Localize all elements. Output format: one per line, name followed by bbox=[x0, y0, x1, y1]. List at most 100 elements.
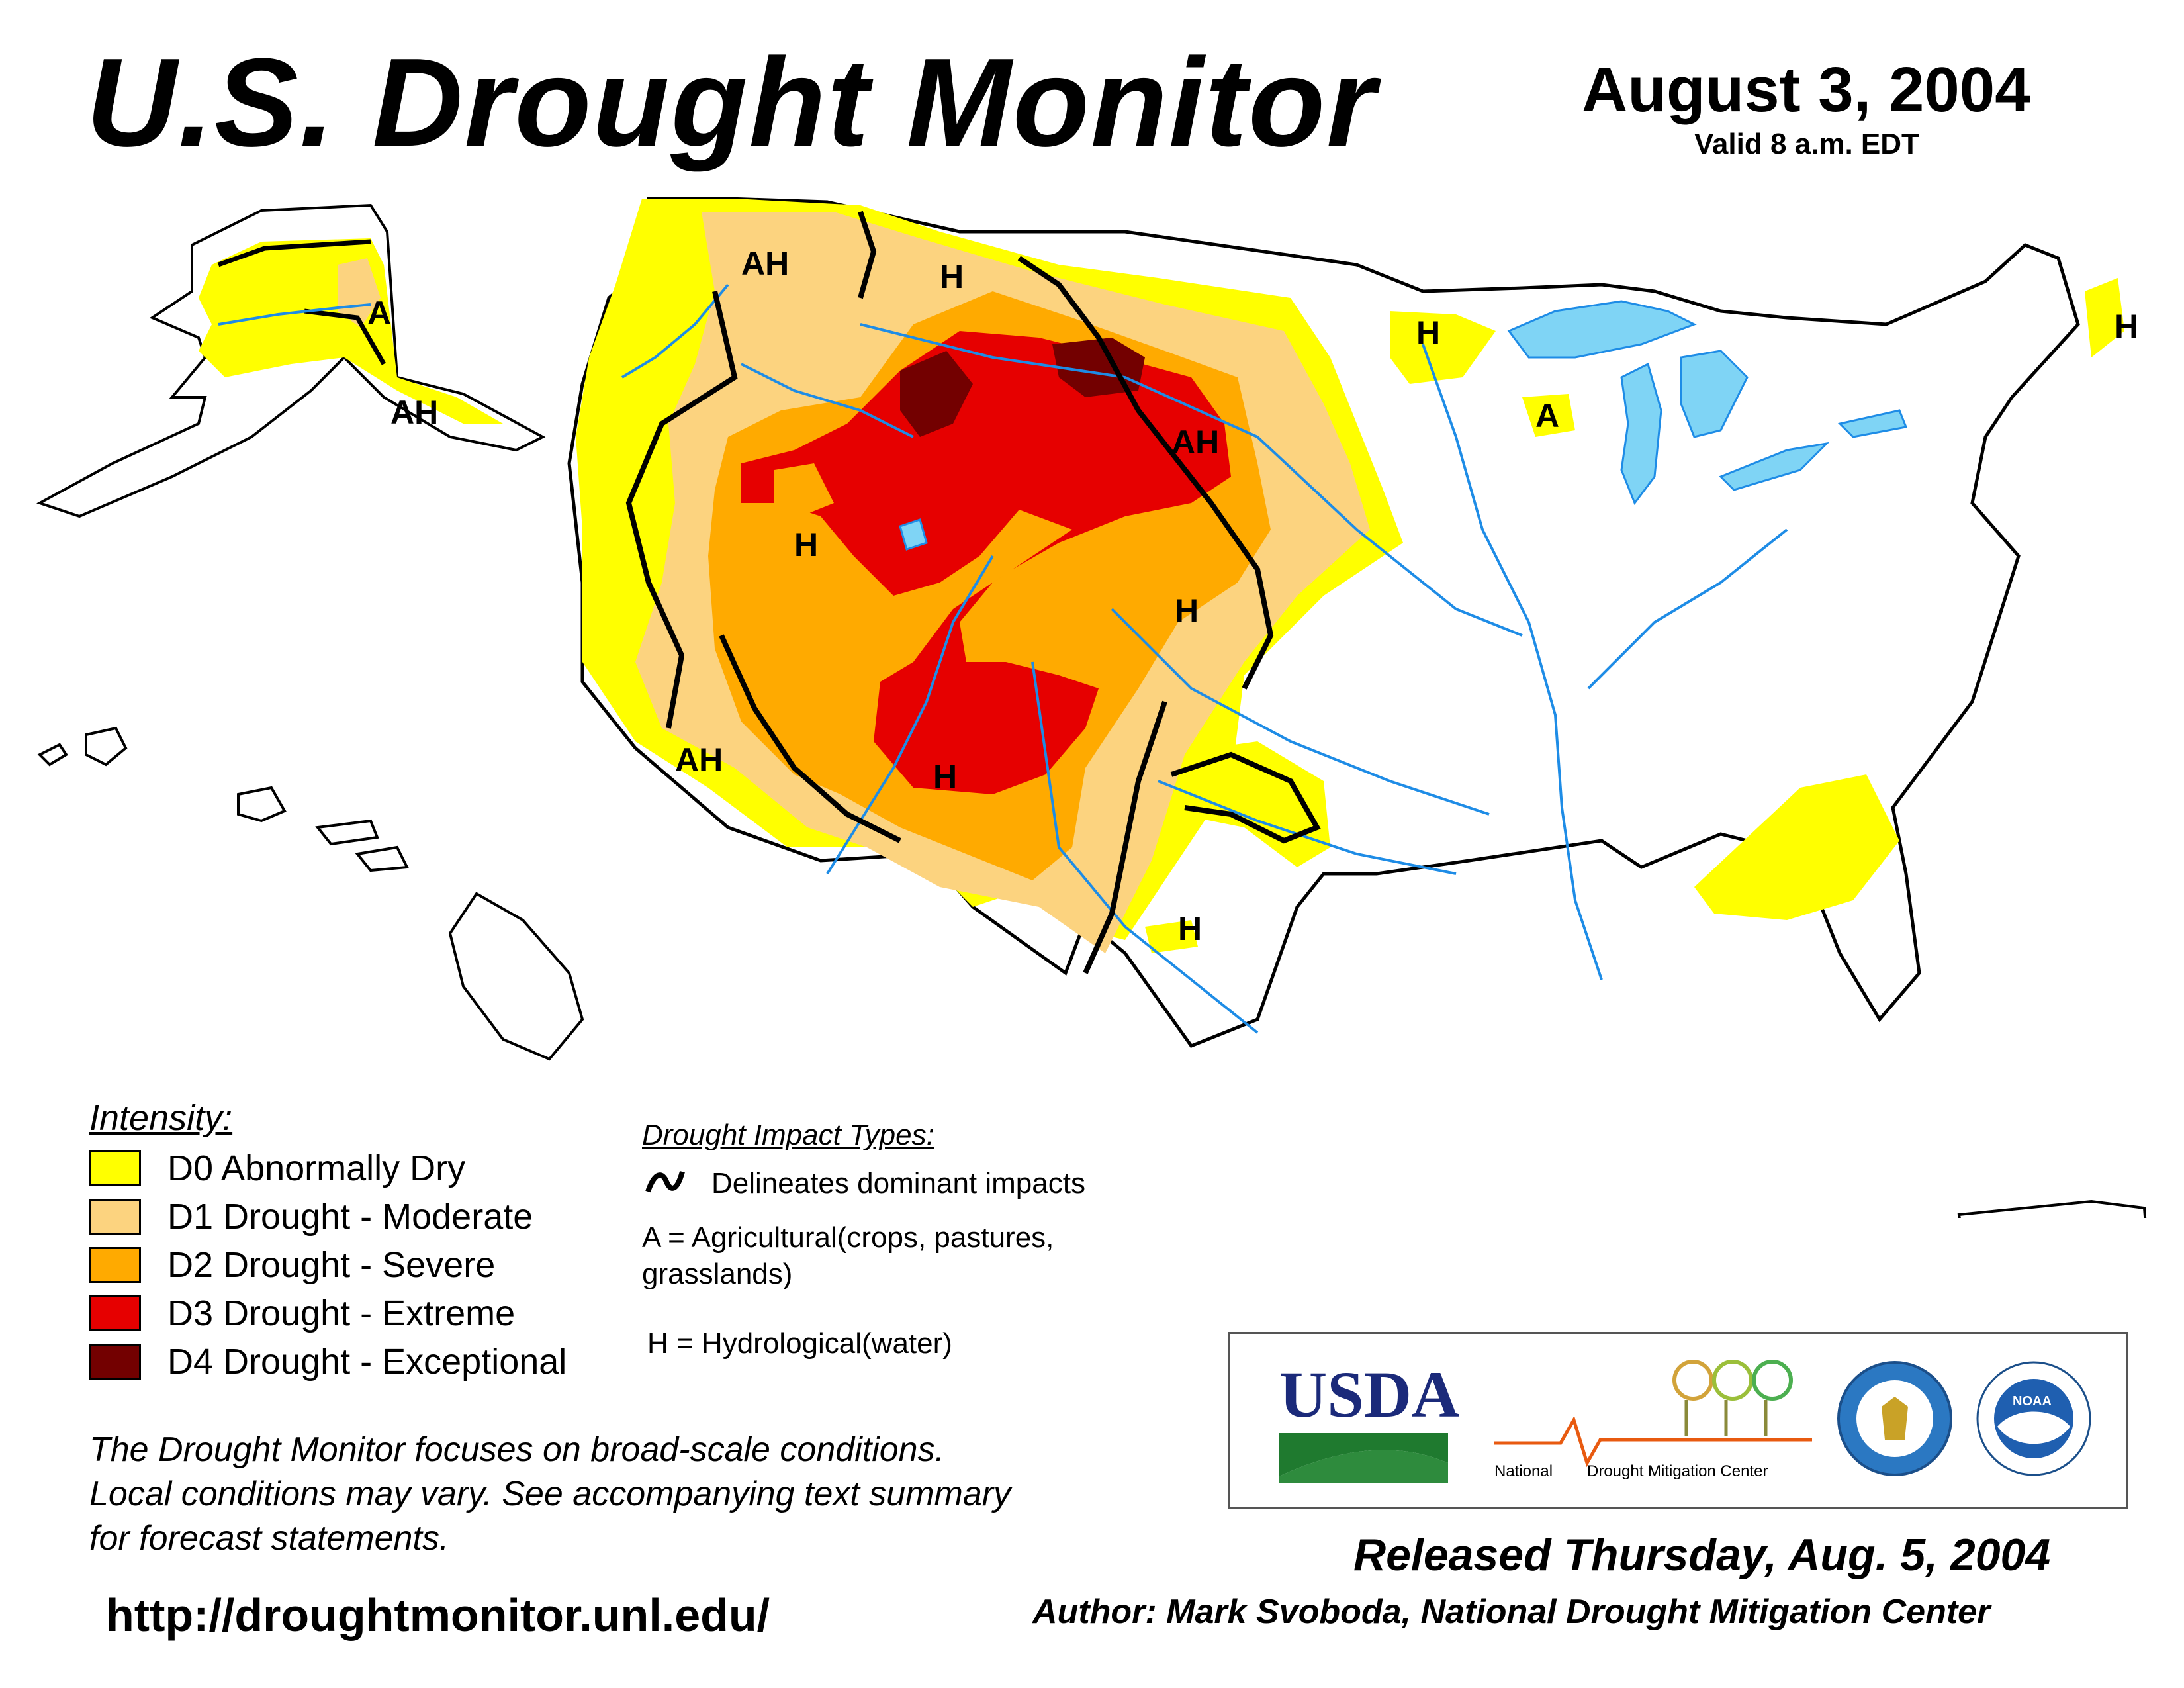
conus-d3 bbox=[741, 331, 1231, 794]
alaska bbox=[36, 203, 546, 518]
ndmc-national-text: National bbox=[1494, 1462, 1553, 1480]
author-credit: Author: Mark Svoboda, National Drought M… bbox=[1032, 1593, 1991, 1631]
impact-label-mn: H bbox=[1416, 314, 1440, 352]
impact-label-ne: H bbox=[1175, 592, 1199, 630]
conus-d0-tx bbox=[1145, 920, 1198, 953]
legend-swatch-d1 bbox=[89, 1199, 141, 1235]
legend-swatch-d3 bbox=[89, 1295, 141, 1331]
legend-title: Intensity: bbox=[89, 1098, 233, 1138]
alaska-d0 bbox=[199, 238, 503, 424]
conus-d0-wi bbox=[1522, 394, 1575, 437]
page-title: U.S. Drought Monitor bbox=[86, 32, 1377, 173]
river-red bbox=[1158, 780, 1457, 875]
river-rio-grande bbox=[1031, 661, 1259, 1034]
alaska-impact-line bbox=[217, 239, 371, 267]
impact-line-ca bbox=[719, 634, 901, 843]
impact-label-wa: AH bbox=[741, 245, 789, 282]
lake-superior bbox=[1507, 300, 1697, 359]
conus-d3-ca-gap bbox=[774, 463, 834, 516]
impact-label-ca: AH bbox=[675, 741, 723, 778]
agency-logos: USDA National Drought Mitigation Center … bbox=[1279, 1358, 2091, 1483]
impact-label-nv: H bbox=[794, 526, 818, 563]
impact-label-ak-a: A bbox=[367, 295, 391, 332]
impact-agricultural-line1: A = Agricultural(crops, pastures, bbox=[642, 1221, 1054, 1254]
lake-ontario bbox=[1838, 409, 1908, 438]
legend-swatch-d4 bbox=[89, 1344, 141, 1380]
conus: AH H H AH H AH H H H A H A AH bbox=[367, 197, 2138, 1049]
conus-d0-mn bbox=[1390, 311, 1496, 384]
hawaii-island-2 bbox=[85, 726, 128, 767]
ndmc-center-text: Drought Mitigation Center bbox=[1587, 1462, 1768, 1480]
note-line-3: for forecast statements. bbox=[89, 1519, 449, 1558]
legend-label-d2: D2 Drought - Severe bbox=[167, 1245, 496, 1285]
impact-label-nm: H bbox=[933, 758, 957, 795]
legend-item-d3: D3 Drought - Extreme bbox=[89, 1293, 515, 1333]
conus-d0-ok bbox=[1165, 741, 1330, 867]
river-arkansas bbox=[1111, 608, 1490, 816]
alaska-impact-line-2 bbox=[304, 308, 387, 365]
river-colorado bbox=[826, 555, 994, 875]
noaa-logo: NOAA bbox=[1976, 1361, 2091, 1476]
rivers bbox=[621, 283, 1788, 1034]
lake-huron bbox=[1680, 350, 1749, 438]
river-ohio bbox=[1587, 528, 1788, 690]
lake-erie bbox=[1719, 442, 1830, 491]
impact-hydrological-text: H = Hydrological(water) bbox=[647, 1327, 952, 1360]
legend-label-d4: D4 Drought - Exceptional bbox=[167, 1342, 567, 1382]
conus-d0-me bbox=[2085, 278, 2124, 357]
commerce-seal bbox=[1837, 1361, 1952, 1476]
legend-swatch-d2 bbox=[89, 1247, 141, 1283]
drought-map: AH H H AH H AH H H H A H A AH bbox=[36, 197, 2147, 1218]
impact-line-mt bbox=[1017, 256, 1274, 690]
impact-types-title: Drought Impact Types: bbox=[642, 1119, 934, 1151]
impact-lines bbox=[625, 211, 1321, 974]
note-line-2: Local conditions may vary. See accompany… bbox=[89, 1475, 1011, 1513]
hawaii-island-5 bbox=[355, 845, 410, 872]
hawaii bbox=[37, 726, 584, 1061]
river-mississippi bbox=[1422, 344, 1603, 980]
legend-swatch-d0 bbox=[89, 1150, 141, 1186]
puerto-rico bbox=[1957, 1199, 2147, 1218]
website-link[interactable]: http://droughtmonitor.unl.edu/ bbox=[106, 1589, 770, 1641]
impact-line-west bbox=[625, 291, 738, 729]
impact-line-nm bbox=[1083, 700, 1167, 974]
legend-label-d0: D0 Abnormally Dry bbox=[167, 1149, 466, 1188]
legend-label-d3: D3 Drought - Extreme bbox=[167, 1293, 516, 1333]
impact-label-wy: AH bbox=[1171, 424, 1219, 461]
legend-item-d4: D4 Drought - Exceptional bbox=[89, 1342, 567, 1382]
map-date: August 3, 2004 bbox=[1582, 54, 2030, 125]
note-line-1: The Drought Monitor focuses on broad-sca… bbox=[89, 1430, 945, 1469]
lake-michigan bbox=[1620, 362, 1662, 506]
conus-d0-se bbox=[1694, 774, 1899, 920]
agency-logos-panel: USDA National Drought Mitigation Center … bbox=[1228, 1332, 2128, 1509]
hawaii-island-3 bbox=[237, 786, 287, 823]
impact-label-ak-ah: AH bbox=[390, 394, 438, 431]
hawaii-island-4 bbox=[315, 819, 379, 846]
legend-item-d1: D1 Drought - Moderate bbox=[89, 1197, 533, 1237]
impact-delineates-text: Delineates dominant impacts bbox=[711, 1167, 1085, 1199]
impact-line-ok bbox=[1170, 751, 1321, 844]
impact-label-tx: H bbox=[1178, 910, 1202, 947]
ndmc-logo: National Drought Mitigation Center bbox=[1494, 1360, 1812, 1480]
conus-d4-id bbox=[900, 351, 973, 437]
impact-label-wi: A bbox=[1535, 397, 1559, 434]
usda-logo-text: USDA bbox=[1279, 1358, 1459, 1431]
release-date: Released Thursday, Aug. 5, 2004 bbox=[1353, 1530, 2051, 1580]
impact-agricultural-line2: grasslands) bbox=[642, 1258, 793, 1290]
impact-label-mt: H bbox=[940, 258, 964, 295]
hawaii-island-1 bbox=[37, 743, 68, 767]
noaa-logo-text: NOAA bbox=[2013, 1394, 2052, 1409]
impact-line-icon bbox=[645, 1170, 685, 1193]
alaska-river bbox=[218, 303, 371, 326]
great-salt-lake bbox=[899, 518, 928, 551]
impact-line-id bbox=[858, 211, 877, 299]
river-missouri bbox=[860, 323, 1523, 637]
impact-label-me: H bbox=[2115, 308, 2138, 345]
river-columbia bbox=[621, 283, 729, 379]
usda-logo: USDA bbox=[1279, 1358, 1459, 1483]
legend-item-d0: D0 Abnormally Dry bbox=[89, 1149, 465, 1188]
alaska-d1 bbox=[338, 258, 381, 328]
hawaii-island-6 bbox=[448, 892, 584, 1061]
valid-time: Valid 8 a.m. EDT bbox=[1694, 128, 1919, 160]
river-snake bbox=[741, 363, 914, 438]
